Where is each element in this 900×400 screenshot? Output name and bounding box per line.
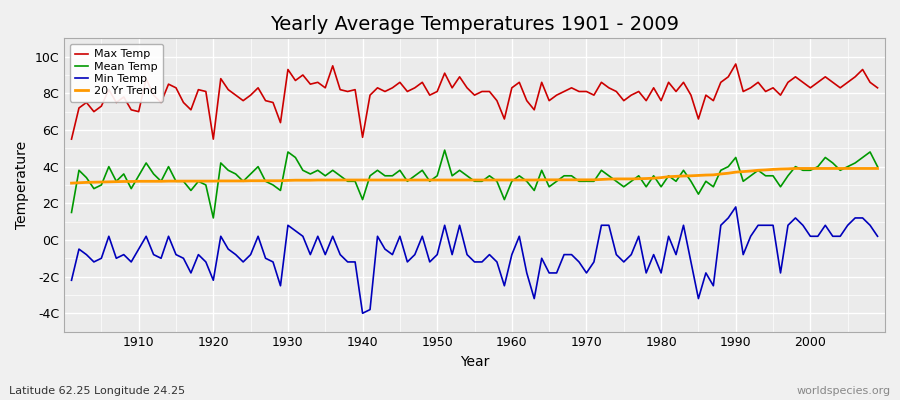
Title: Yearly Average Temperatures 1901 - 2009: Yearly Average Temperatures 1901 - 2009 — [270, 15, 679, 34]
20 Yr Trend — [335, 178, 346, 182]
Text: Latitude 62.25 Longitude 24.25: Latitude 62.25 Longitude 24.25 — [9, 386, 185, 396]
Max Temp — [730, 62, 741, 66]
Min Temp — [290, 228, 301, 233]
20 Yr Trend — [66, 181, 77, 186]
Max Temp — [335, 87, 346, 92]
Line: Max Temp: Max Temp — [71, 64, 878, 139]
Max Temp — [290, 78, 301, 83]
20 Yr Trend — [290, 178, 301, 182]
Min Temp — [357, 311, 368, 316]
Min Temp — [730, 204, 741, 209]
Max Temp — [126, 108, 137, 112]
20 Yr Trend — [872, 166, 883, 171]
Mean Temp — [514, 173, 525, 178]
Min Temp — [126, 260, 137, 264]
Max Temp — [872, 86, 883, 90]
20 Yr Trend — [499, 178, 509, 182]
Y-axis label: Temperature: Temperature — [15, 141, 29, 229]
Min Temp — [604, 223, 615, 228]
Mean Temp — [298, 168, 309, 173]
Text: worldspecies.org: worldspecies.org — [796, 386, 891, 396]
Min Temp — [335, 252, 346, 257]
Line: 20 Yr Trend: 20 Yr Trend — [71, 168, 878, 183]
20 Yr Trend — [596, 177, 607, 182]
Max Temp — [66, 137, 77, 142]
Mean Temp — [521, 179, 532, 184]
Min Temp — [66, 278, 77, 283]
Mean Temp — [439, 148, 450, 152]
Mean Temp — [66, 210, 77, 215]
Mean Temp — [872, 164, 883, 169]
Max Temp — [507, 86, 517, 90]
Max Temp — [596, 80, 607, 85]
Mean Temp — [208, 216, 219, 220]
Legend: Max Temp, Mean Temp, Min Temp, 20 Yr Trend: Max Temp, Mean Temp, Min Temp, 20 Yr Tre… — [69, 44, 163, 102]
Min Temp — [872, 234, 883, 239]
Line: Min Temp: Min Temp — [71, 207, 878, 313]
Min Temp — [507, 252, 517, 257]
Mean Temp — [126, 186, 137, 191]
Max Temp — [499, 116, 509, 121]
Mean Temp — [611, 179, 622, 184]
Min Temp — [514, 234, 525, 239]
20 Yr Trend — [507, 178, 517, 182]
20 Yr Trend — [790, 166, 801, 171]
Line: Mean Temp: Mean Temp — [71, 150, 878, 218]
20 Yr Trend — [126, 179, 137, 184]
Mean Temp — [342, 179, 353, 184]
X-axis label: Year: Year — [460, 355, 490, 369]
